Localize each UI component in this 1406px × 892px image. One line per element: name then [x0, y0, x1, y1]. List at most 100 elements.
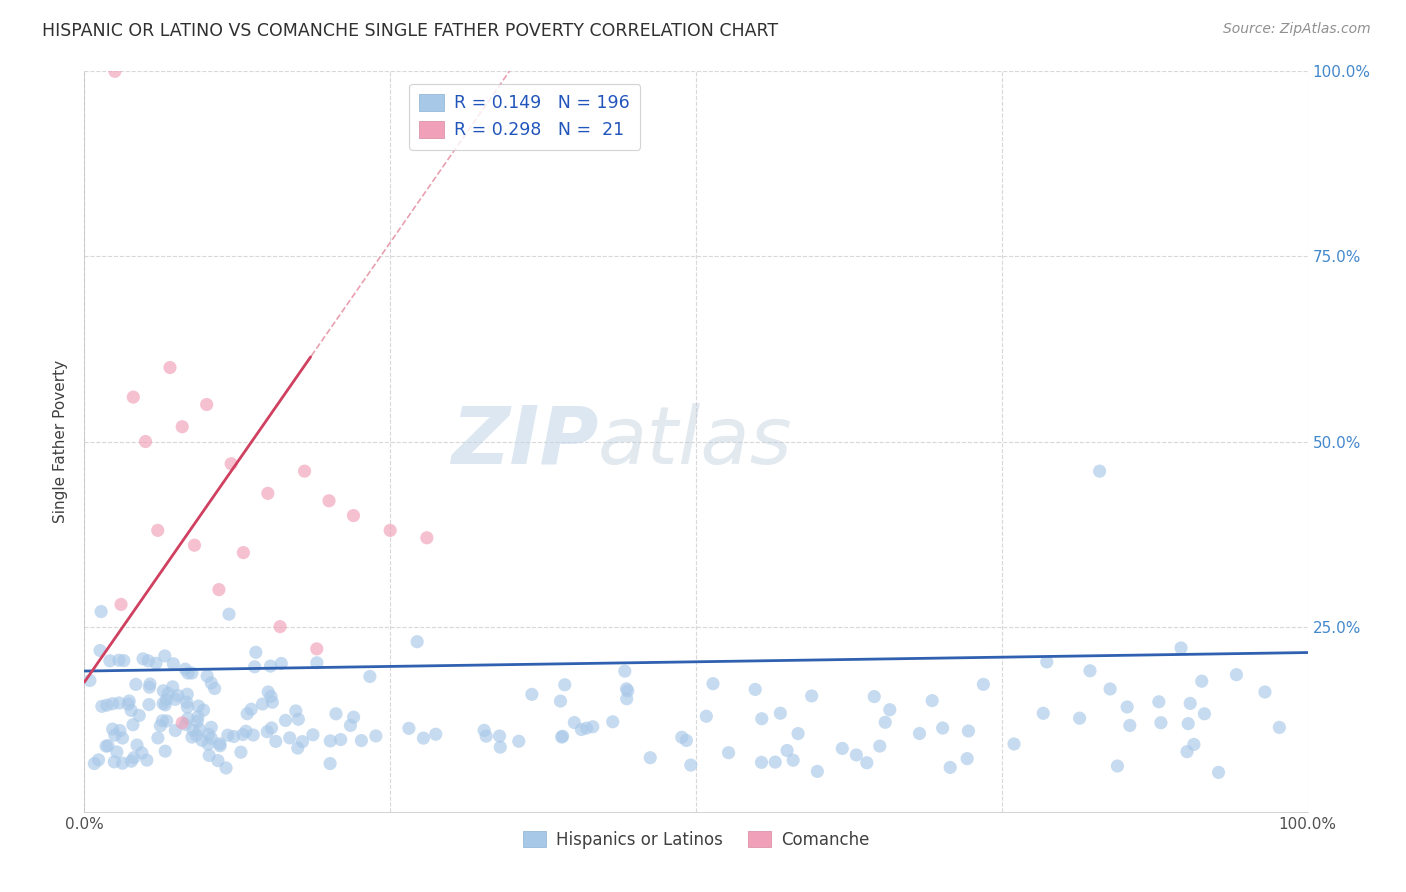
Point — [398, 722, 420, 736]
Point — [83, 756, 105, 771]
Point — [128, 708, 150, 723]
Point — [242, 728, 264, 742]
Point — [550, 730, 572, 744]
Point — [172, 419, 194, 434]
Point — [98, 654, 121, 668]
Point — [101, 697, 124, 711]
Text: HISPANIC OR LATINO VS COMANCHE SINGLE FATHER POVERTY CORRELATION CHART: HISPANIC OR LATINO VS COMANCHE SINGLE FA… — [42, 22, 779, 40]
Point — [120, 754, 142, 768]
Point — [191, 733, 214, 747]
Point — [262, 695, 284, 709]
Point — [122, 750, 145, 764]
Point — [269, 619, 291, 633]
Point — [972, 677, 994, 691]
Point — [879, 703, 901, 717]
Point — [1069, 711, 1091, 725]
Point — [302, 728, 325, 742]
Point — [207, 754, 229, 768]
Point — [831, 741, 853, 756]
Point — [257, 685, 280, 699]
Point — [613, 664, 636, 678]
Point — [187, 710, 209, 724]
Y-axis label: Single Father Poverty: Single Father Poverty — [53, 360, 69, 523]
Text: Source: ZipAtlas.com: Source: ZipAtlas.com — [1223, 22, 1371, 37]
Point — [112, 654, 135, 668]
Point — [193, 703, 215, 717]
Point — [806, 764, 828, 779]
Point — [177, 666, 200, 681]
Point — [236, 706, 259, 721]
Legend: Hispanics or Latinos, Comanche: Hispanics or Latinos, Comanche — [516, 824, 876, 855]
Point — [187, 699, 209, 714]
Point — [1150, 715, 1173, 730]
Point — [270, 657, 292, 671]
Point — [157, 686, 180, 700]
Point — [108, 723, 131, 738]
Point — [305, 656, 328, 670]
Point — [291, 734, 314, 748]
Point — [162, 657, 184, 671]
Point — [1099, 681, 1122, 696]
Point — [155, 698, 177, 712]
Point — [763, 755, 786, 769]
Point — [695, 709, 717, 723]
Point — [155, 692, 177, 706]
Point — [957, 724, 980, 739]
Point — [110, 598, 132, 612]
Point — [380, 524, 402, 538]
Point — [217, 728, 239, 742]
Point — [152, 697, 174, 711]
Point — [183, 538, 205, 552]
Point — [554, 678, 576, 692]
Point — [675, 733, 697, 747]
Point — [188, 723, 211, 737]
Point — [939, 760, 962, 774]
Point — [782, 753, 804, 767]
Point — [1254, 685, 1277, 699]
Text: ZIP: ZIP — [451, 402, 598, 481]
Point — [1147, 695, 1170, 709]
Point — [204, 681, 226, 696]
Point — [575, 721, 598, 735]
Point — [232, 727, 254, 741]
Point — [318, 493, 340, 508]
Point — [364, 729, 387, 743]
Point — [287, 741, 309, 756]
Point — [329, 732, 352, 747]
Point — [235, 724, 257, 739]
Point — [769, 706, 792, 721]
Point — [875, 715, 897, 730]
Point — [159, 360, 181, 375]
Point — [671, 731, 693, 745]
Point — [229, 745, 252, 759]
Point — [616, 691, 638, 706]
Point — [156, 714, 179, 728]
Point — [616, 684, 638, 698]
Point — [1175, 745, 1198, 759]
Point — [257, 486, 280, 500]
Point — [1194, 706, 1216, 721]
Point — [245, 645, 267, 659]
Point — [146, 731, 169, 745]
Point — [176, 700, 198, 714]
Point — [138, 680, 160, 694]
Point — [122, 390, 145, 404]
Point — [845, 747, 868, 762]
Point — [90, 699, 112, 714]
Point — [800, 689, 823, 703]
Point — [319, 734, 342, 748]
Point — [702, 676, 724, 690]
Point — [1032, 706, 1054, 721]
Point — [751, 712, 773, 726]
Point — [508, 734, 530, 748]
Point — [243, 660, 266, 674]
Point — [180, 666, 202, 681]
Point — [602, 714, 624, 729]
Point — [104, 728, 127, 742]
Point — [787, 726, 810, 740]
Point — [108, 696, 131, 710]
Point — [94, 739, 117, 753]
Point — [359, 669, 381, 683]
Point — [209, 739, 232, 753]
Point — [101, 722, 124, 736]
